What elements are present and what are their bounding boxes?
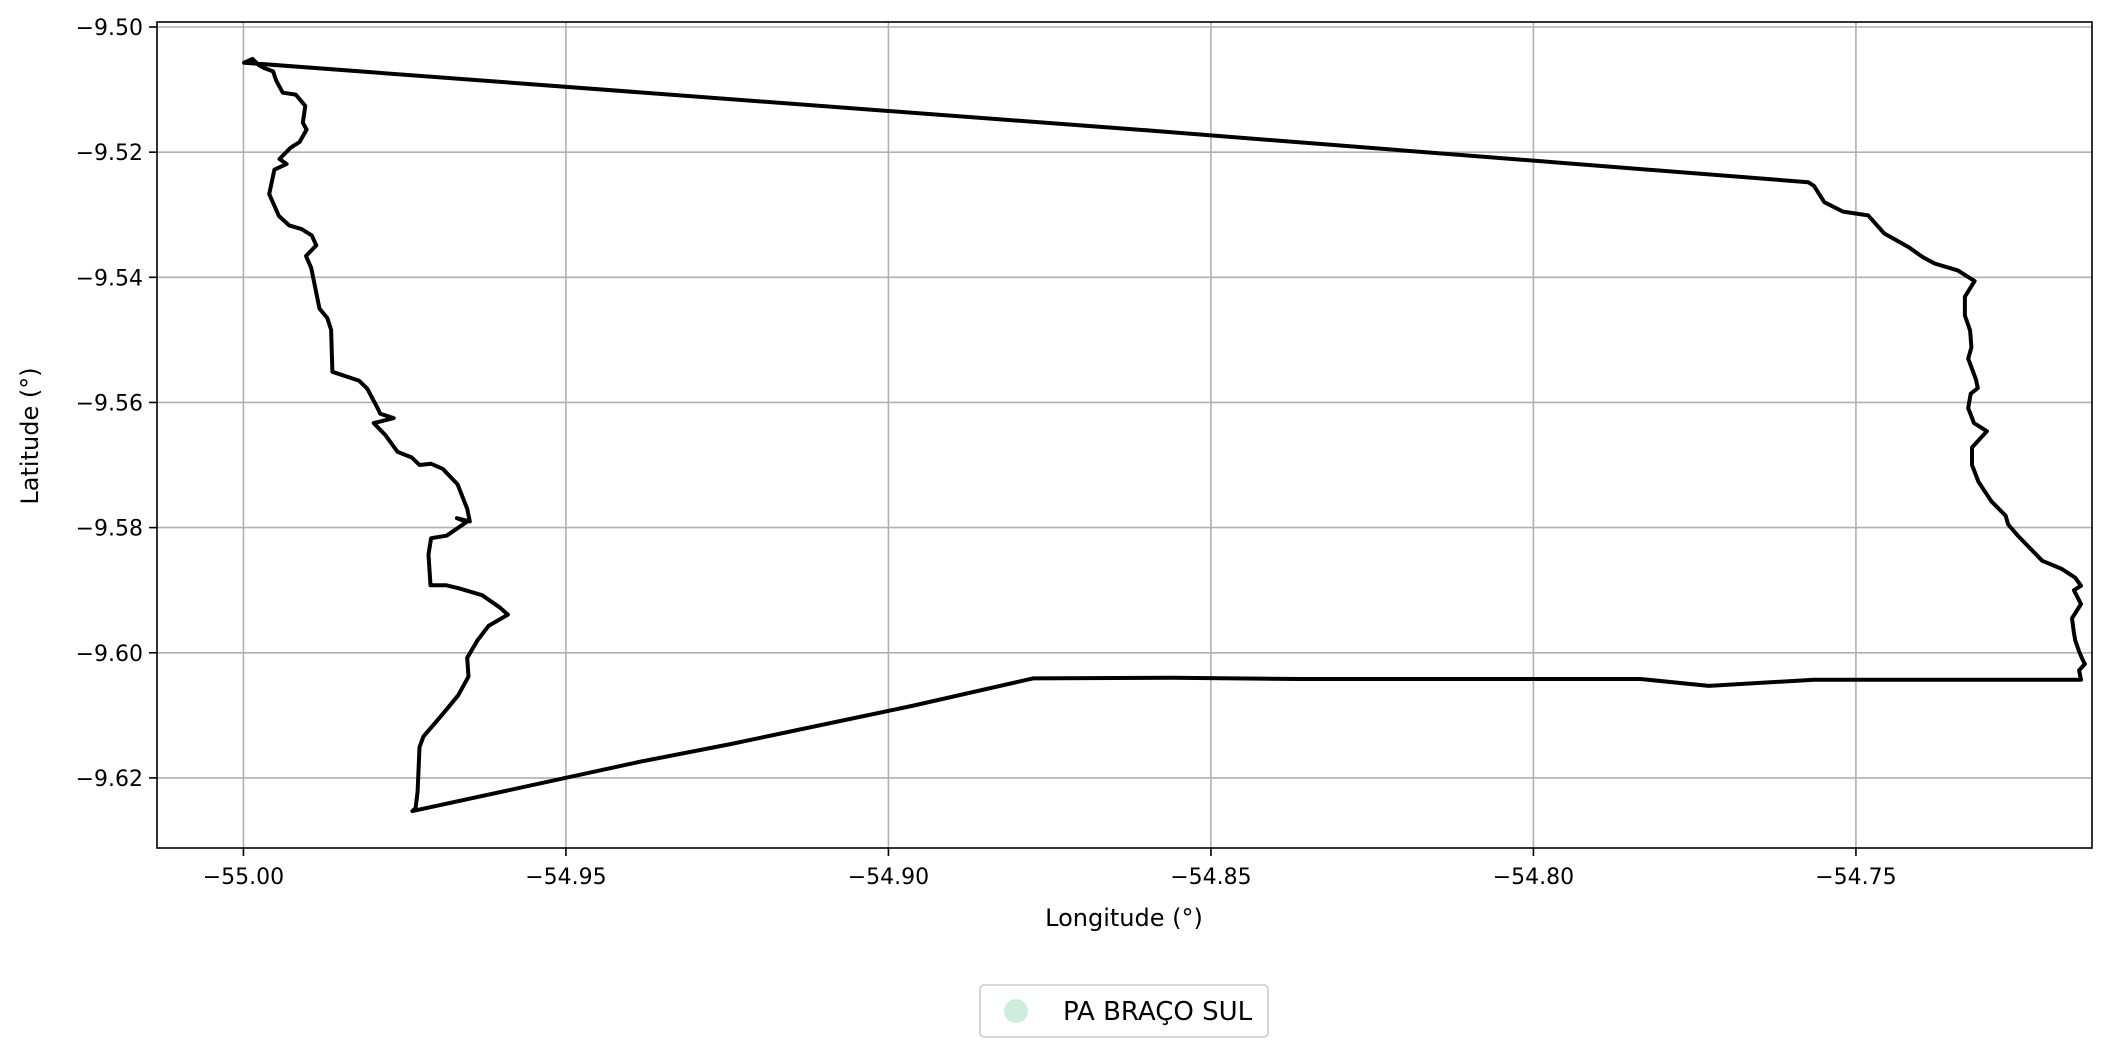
y-axis: −9.50 −9.52 −9.54 −9.56 −9.58 −9.60 −9.62	[76, 16, 157, 792]
plot-frame	[156, 21, 2093, 849]
y-tick-label: −9.62	[76, 767, 143, 792]
boundary-outline	[242, 56, 2087, 814]
y-axis-label: Latitude (°)	[16, 367, 44, 504]
legend-marker	[1004, 999, 1028, 1023]
y-tick-label: −9.54	[76, 266, 143, 291]
x-tick-label: −54.90	[848, 865, 929, 890]
y-tick-label: −9.60	[76, 642, 143, 667]
plot-background	[157, 22, 2092, 848]
y-tick-label: −9.56	[76, 391, 143, 416]
x-tick-label: −54.75	[1815, 865, 1896, 890]
x-tick-label: −54.80	[1493, 865, 1574, 890]
x-tick-label: −54.95	[525, 865, 606, 890]
grid-lines	[157, 22, 2092, 848]
x-tick-label: −55.00	[203, 865, 284, 890]
x-axis-label: Longitude (°)	[1045, 904, 1203, 932]
legend-label: PA BRAÇO SUL	[1063, 997, 1253, 1027]
y-tick-label: −9.50	[76, 16, 143, 41]
boundary-layer	[242, 56, 2087, 814]
x-tick-label: −54.85	[1170, 865, 1251, 890]
x-axis: −55.00 −54.95 −54.90 −54.85 −54.80 −54.75	[203, 848, 1897, 890]
y-tick-label: −9.58	[76, 517, 143, 542]
legend: PA BRAÇO SUL	[979, 984, 1269, 1038]
legend-box	[979, 984, 1269, 1038]
y-tick-label: −9.52	[76, 141, 143, 166]
